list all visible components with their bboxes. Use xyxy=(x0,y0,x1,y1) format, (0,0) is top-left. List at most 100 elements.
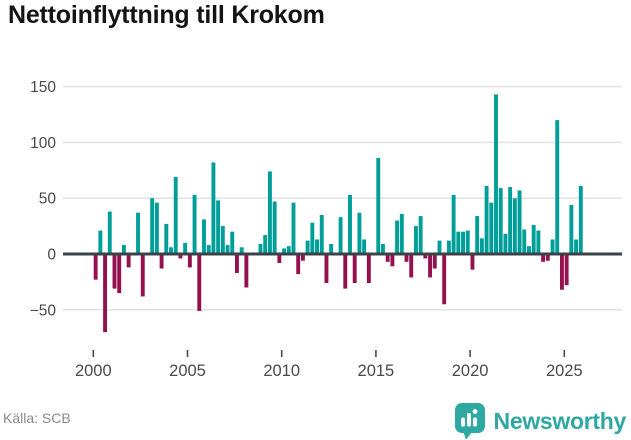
bar-positive xyxy=(376,158,381,254)
y-axis-label: 150 xyxy=(30,79,56,96)
bar-positive xyxy=(512,198,517,254)
bar-positive xyxy=(192,194,197,254)
x-axis-label: 2025 xyxy=(546,362,583,380)
bar-positive xyxy=(348,194,352,254)
bar-positive xyxy=(164,223,169,254)
bar-negative xyxy=(117,254,122,294)
footer: Källa: SCB Newsworthy xyxy=(0,396,631,440)
bar-chart-svg: 150 100 50 0 −50 2000 2005 2010 2015 2020 2025 xyxy=(30,79,622,380)
bar-positive xyxy=(522,229,527,254)
bar-negative xyxy=(404,254,409,262)
bar-positive xyxy=(136,212,140,254)
bar-positive xyxy=(461,231,465,254)
bar-positive xyxy=(183,242,188,254)
bar-negative xyxy=(428,254,433,278)
bar-positive xyxy=(517,190,522,254)
bar-positive xyxy=(282,248,287,254)
x-axis-label: 2000 xyxy=(75,362,112,380)
bar-positive xyxy=(574,239,579,254)
bar-positive xyxy=(338,217,343,254)
bar-negative xyxy=(559,254,564,290)
bar-positive xyxy=(315,239,319,254)
bar-positive xyxy=(503,233,508,254)
bar-negative xyxy=(296,254,301,275)
bar-negative xyxy=(126,254,131,268)
bar-positive xyxy=(484,185,489,254)
bar-negative xyxy=(442,254,447,305)
brand-logo: Newsworthy xyxy=(454,402,626,440)
bar-negative xyxy=(197,254,202,311)
bar-positive xyxy=(536,230,541,254)
bar-negative xyxy=(140,254,145,297)
bar-positive xyxy=(329,243,334,254)
x-axis-label: 2005 xyxy=(169,362,206,380)
bar-negative xyxy=(564,254,569,286)
source-label: Källa: SCB xyxy=(3,410,71,426)
bar-positive xyxy=(267,171,272,254)
bar-positive xyxy=(305,240,310,254)
bar-positive xyxy=(169,247,173,254)
bar-positive xyxy=(98,230,103,254)
bar-positive xyxy=(362,239,367,254)
bar-negative xyxy=(235,254,239,273)
bar-positive xyxy=(498,188,503,254)
bar-negative xyxy=(385,254,390,262)
bar-positive xyxy=(508,187,513,254)
bar-positive xyxy=(173,177,178,254)
bar-negative xyxy=(324,254,329,284)
bar-positive xyxy=(437,240,442,254)
bar-positive xyxy=(154,202,159,254)
bar-negative xyxy=(470,254,475,270)
y-axis-label: −50 xyxy=(30,302,57,319)
bar-positive xyxy=(286,246,291,254)
bar-positive xyxy=(272,201,277,254)
bar-negative xyxy=(432,254,437,269)
bar-negative xyxy=(545,254,550,261)
bar-chart-pin-icon xyxy=(454,403,485,440)
bar-positive xyxy=(357,212,362,254)
bar-positive xyxy=(202,219,206,254)
bar-negative xyxy=(244,254,249,288)
bar-positive xyxy=(319,214,324,254)
bar-positive xyxy=(569,204,574,254)
bar-positive xyxy=(220,226,225,254)
bar-negative xyxy=(159,254,164,269)
y-axis-label: 50 xyxy=(39,191,57,208)
bar-negative xyxy=(93,254,98,280)
bar-positive xyxy=(446,240,451,254)
bar-positive xyxy=(211,162,216,254)
y-axis-label: 100 xyxy=(30,135,56,152)
bar-positive xyxy=(381,243,385,254)
bar-positive xyxy=(239,247,244,254)
bar-negative xyxy=(178,254,183,259)
bar-positive xyxy=(578,185,583,254)
bar-positive xyxy=(216,200,221,254)
bar-positive xyxy=(479,238,484,254)
bar-positive xyxy=(107,211,112,254)
bar-positive xyxy=(456,231,461,254)
bar-negative xyxy=(366,254,371,284)
bar-positive xyxy=(413,226,418,254)
bar-negative xyxy=(300,254,305,261)
bar-positive xyxy=(225,245,230,254)
bar-negative xyxy=(277,254,282,263)
bar-negative xyxy=(390,254,395,267)
bar-negative xyxy=(352,254,357,284)
bar-positive xyxy=(451,194,456,254)
bar-positive xyxy=(121,245,126,254)
bar-negative xyxy=(187,254,192,268)
bar-negative xyxy=(103,254,108,333)
bar-chart: 150 100 50 0 −50 2000 2005 2010 2015 2020 2025 xyxy=(0,58,631,388)
bar-positive xyxy=(418,216,423,254)
x-axis-label: 2020 xyxy=(452,362,489,380)
bar-positive xyxy=(263,235,268,254)
bar-positive xyxy=(550,239,555,254)
bar-positive xyxy=(399,213,404,254)
bar-positive xyxy=(531,224,536,254)
bar-positive xyxy=(150,198,155,254)
y-axis-label: 0 xyxy=(47,247,56,264)
bar-positive xyxy=(489,202,494,254)
chart-title: Nettoinflyttning till Krokom xyxy=(8,1,325,29)
x-axis-label: 2015 xyxy=(358,362,395,380)
bar-positive xyxy=(465,230,470,254)
